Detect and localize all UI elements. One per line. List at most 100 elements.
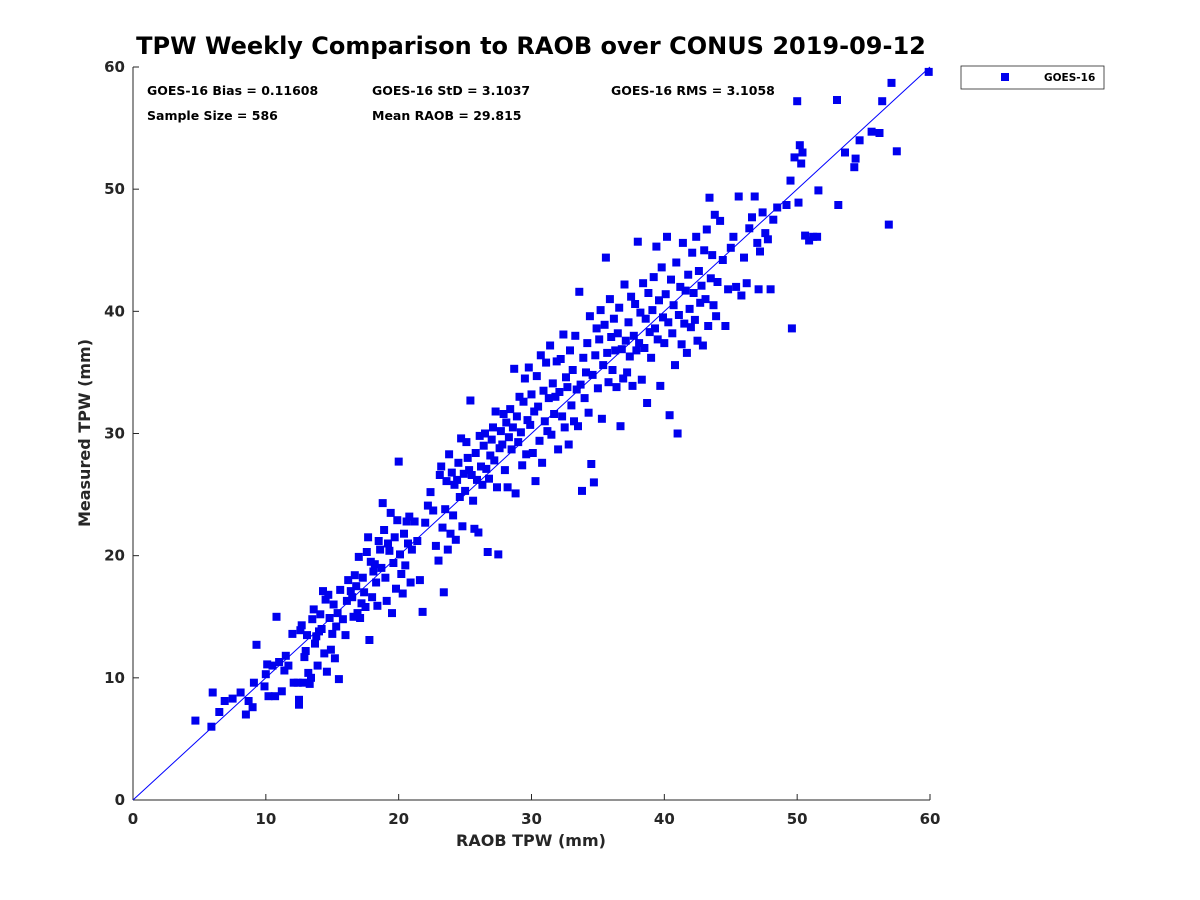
data-point <box>334 675 343 684</box>
data-point <box>763 235 772 244</box>
data-point <box>400 529 408 538</box>
data-point <box>450 480 459 489</box>
data-point <box>249 678 258 687</box>
data-point <box>303 631 311 640</box>
data-point <box>516 428 525 437</box>
data-point <box>447 468 456 477</box>
data-point <box>554 445 563 454</box>
data-point <box>643 399 652 407</box>
data-point <box>215 708 224 716</box>
data-point <box>732 282 741 291</box>
data-point <box>404 539 412 548</box>
data-point <box>296 626 305 635</box>
data-point <box>608 366 617 374</box>
data-point <box>523 416 532 425</box>
data-point <box>520 374 529 383</box>
data-point <box>729 232 738 241</box>
data-point <box>538 458 547 467</box>
data-point <box>434 556 443 565</box>
data-point <box>567 401 576 410</box>
data-point <box>705 193 714 202</box>
data-point <box>619 374 628 383</box>
data-point <box>518 461 527 470</box>
data-point <box>754 285 763 294</box>
data-point <box>587 460 596 468</box>
data-point <box>663 232 671 241</box>
data-point <box>924 67 933 76</box>
data-point <box>394 457 403 466</box>
data-point <box>578 486 586 495</box>
data-point <box>588 370 597 379</box>
y-tick-label: 40 <box>104 302 125 320</box>
data-point <box>462 438 471 447</box>
data-point <box>580 394 589 403</box>
data-point <box>568 366 577 374</box>
data-point <box>341 631 350 640</box>
data-point <box>671 361 679 370</box>
data-point <box>563 383 572 392</box>
data-point <box>645 328 654 337</box>
data-point <box>673 429 682 438</box>
data-point <box>248 703 257 712</box>
data-point <box>797 159 806 168</box>
data-point <box>453 475 462 484</box>
data-point <box>358 573 367 582</box>
data-point <box>627 292 636 301</box>
data-point <box>710 210 719 219</box>
data-point <box>651 324 659 333</box>
data-point <box>813 232 822 241</box>
data-point <box>609 314 618 323</box>
data-point <box>342 596 351 605</box>
data-point <box>878 97 887 106</box>
data-point <box>405 512 414 521</box>
data-point <box>281 651 290 660</box>
data-point <box>333 609 342 618</box>
data-point <box>435 471 444 479</box>
data-point <box>487 435 496 444</box>
x-tick-label: 0 <box>128 810 138 828</box>
data-point <box>756 247 764 256</box>
data-point <box>498 440 507 449</box>
data-point <box>644 289 653 297</box>
data-point <box>721 322 730 330</box>
data-point <box>264 692 273 701</box>
data-point <box>616 422 625 431</box>
data-point <box>220 697 229 705</box>
data-point <box>244 697 253 705</box>
data-point <box>491 407 500 416</box>
data-point <box>623 368 632 377</box>
data-point <box>851 154 860 163</box>
stats-annotations: GOES-16 Bias = 0.11608 GOES-16 StD = 3.10… <box>147 83 775 123</box>
data-point <box>321 595 330 604</box>
data-point <box>437 462 446 471</box>
data-point <box>268 661 277 670</box>
data-point <box>277 687 286 696</box>
data-point <box>191 716 200 725</box>
data-point <box>551 392 560 401</box>
data-point <box>713 278 722 286</box>
data-point <box>639 279 648 288</box>
data-point <box>311 639 319 648</box>
data-point <box>500 466 509 475</box>
data-point <box>596 306 605 315</box>
data-point <box>352 582 361 591</box>
data-point <box>442 477 451 486</box>
data-point <box>322 667 331 676</box>
data-point <box>280 666 289 675</box>
data-point <box>535 436 544 445</box>
data-point <box>508 423 517 432</box>
data-point <box>401 561 410 570</box>
data-point <box>652 242 661 251</box>
data-point <box>681 286 690 295</box>
y-axis-label: Measured TPW (mm) <box>75 339 94 527</box>
data-point <box>884 220 893 229</box>
data-point <box>260 682 269 691</box>
legend-marker <box>1001 73 1009 81</box>
data-point <box>307 673 315 682</box>
data-point <box>787 324 796 333</box>
data-point <box>680 319 689 328</box>
data-point <box>390 533 399 542</box>
y-tick-label: 30 <box>104 425 125 443</box>
data-point <box>612 383 621 392</box>
data-point <box>325 614 334 622</box>
